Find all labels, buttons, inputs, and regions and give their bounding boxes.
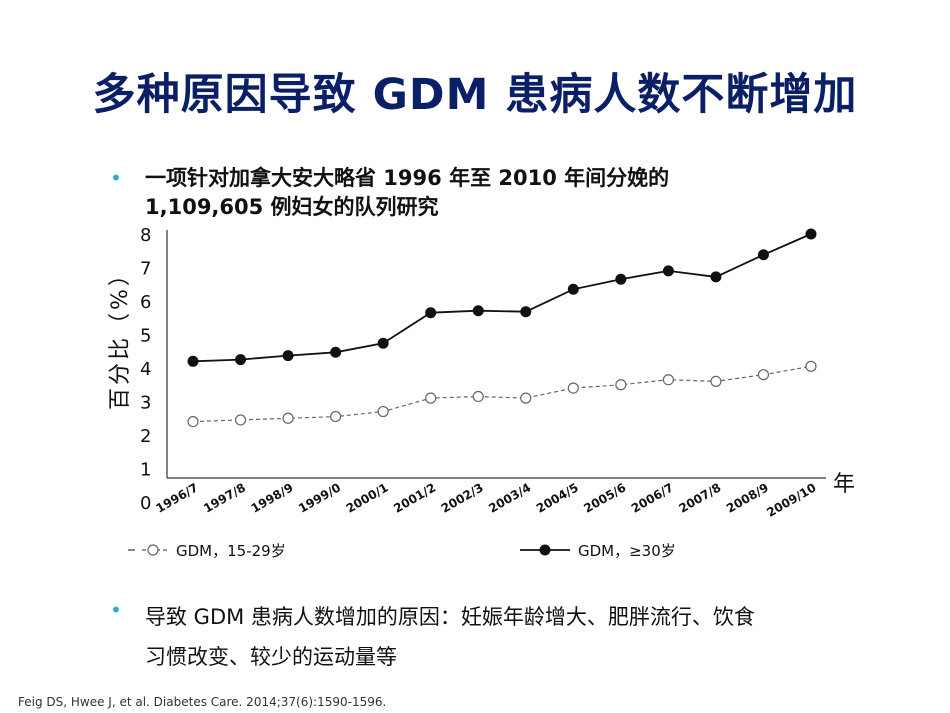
study-description-line-2: 1,109,605 例妇女的队列研究 (145, 195, 439, 219)
data-point-age-15-29 (282, 412, 294, 424)
study-description: 一项针对加拿大安大略省 1996 年至 2010 年间分娩的 1,109,605… (145, 164, 845, 222)
data-point-age-30-plus (520, 306, 532, 318)
y-tick-label: 4 (140, 359, 151, 380)
data-point-age-15-29 (377, 405, 389, 418)
reference-citation: Feig DS, Hwee J, et al. Diabetes Care. 2… (18, 695, 387, 709)
series-line-age-30-plus (192, 233, 812, 363)
x-tick-label: 2009/10 (764, 480, 818, 519)
data-point-age-15-29 (330, 410, 342, 423)
data-point-age-15-29 (615, 379, 627, 391)
data-point-age-30-plus (282, 350, 294, 362)
data-point-age-15-29 (425, 392, 437, 404)
legend-label-age-30-plus: GDM，≥30岁 (578, 542, 676, 560)
x-tick-label: 2006/7 (629, 480, 676, 515)
legend-marker-age-30-plus (539, 544, 551, 556)
bullet-marker: • (110, 598, 122, 622)
x-tick-label: 2003/4 (486, 480, 533, 515)
x-tick-label: 2008/9 (724, 480, 771, 515)
x-tick-label: 2002/3 (439, 480, 486, 515)
bullet-marker: • (110, 166, 122, 190)
data-point-age-30-plus (330, 346, 342, 358)
data-point-age-30-plus (235, 354, 247, 366)
data-point-age-30-plus (425, 307, 437, 319)
y-tick-label: 5 (140, 326, 151, 347)
data-point-age-15-29 (472, 390, 484, 403)
y-tick-label: 7 (140, 259, 151, 280)
data-point-age-30-plus (662, 265, 674, 277)
causes-text: 导致 GDM 患病人数增加的原因：妊娠年龄增大、肥胖流行、饮食 习惯改变、较少的… (145, 597, 865, 677)
data-point-age-15-29 (805, 360, 817, 372)
x-tick-label: 2000/1 (344, 480, 391, 515)
x-tick-label: 2004/5 (534, 480, 581, 515)
series-line-age-15-29 (192, 365, 812, 423)
y-tick-label: 3 (140, 393, 151, 414)
y-tick-label: 1 (140, 460, 151, 481)
data-point-age-15-29 (187, 416, 199, 428)
study-description-line-1: 一项针对加拿大安大略省 1996 年至 2010 年间分娩的 (145, 166, 670, 190)
slide-title: 多种原因导致 GDM 患病人数不断增加 (92, 70, 858, 120)
y-tick-label: 2 (140, 426, 151, 447)
data-point-age-30-plus (377, 337, 389, 349)
causes-text-line-1: 导致 GDM 患病人数增加的原因：妊娠年龄增大、肥胖流行、饮食 (145, 605, 755, 629)
y-axis-title: 百分比（%） (108, 261, 133, 410)
data-point-age-15-29 (520, 392, 532, 404)
y-tick-label: 8 (140, 225, 151, 246)
x-tick-label: 1999/0 (296, 480, 343, 515)
causes-text-line-2: 习惯改变、较少的运动量等 (145, 645, 397, 669)
data-point-age-15-29 (567, 382, 579, 394)
y-tick-label: 6 (140, 292, 151, 313)
data-point-age-30-plus (710, 271, 722, 283)
data-point-age-30-plus (567, 283, 579, 295)
x-axis-title: 年 (833, 472, 855, 497)
x-tick-label: 2005/6 (581, 480, 628, 515)
legend-marker-age-15-29 (147, 544, 159, 556)
data-point-age-30-plus (187, 355, 199, 367)
data-point-age-30-plus (615, 273, 627, 285)
data-point-age-30-plus (472, 305, 484, 317)
x-tick-label: 1997/8 (201, 480, 248, 515)
data-point-age-15-29 (234, 414, 247, 426)
chart-layer: 0 1 2 3 4 5 6 7 8 百分比（%） 年 1996/7 1997/8 1998/9 1999/0… (108, 225, 855, 560)
y-tick-label: 0 (140, 493, 151, 514)
x-tick-label: 1998/9 (249, 480, 296, 515)
x-tick-label: 1996/7 (154, 480, 201, 515)
x-tick-label: 2007/8 (676, 480, 723, 515)
data-point-age-15-29 (757, 369, 770, 381)
data-point-age-15-29 (662, 374, 674, 386)
data-point-age-30-plus (757, 249, 769, 261)
legend-label-age-15-29: GDM，15-29岁 (176, 542, 286, 560)
data-point-age-15-29 (710, 375, 722, 387)
data-point-age-30-plus (805, 228, 817, 240)
x-tick-label: 2001/2 (391, 480, 438, 515)
